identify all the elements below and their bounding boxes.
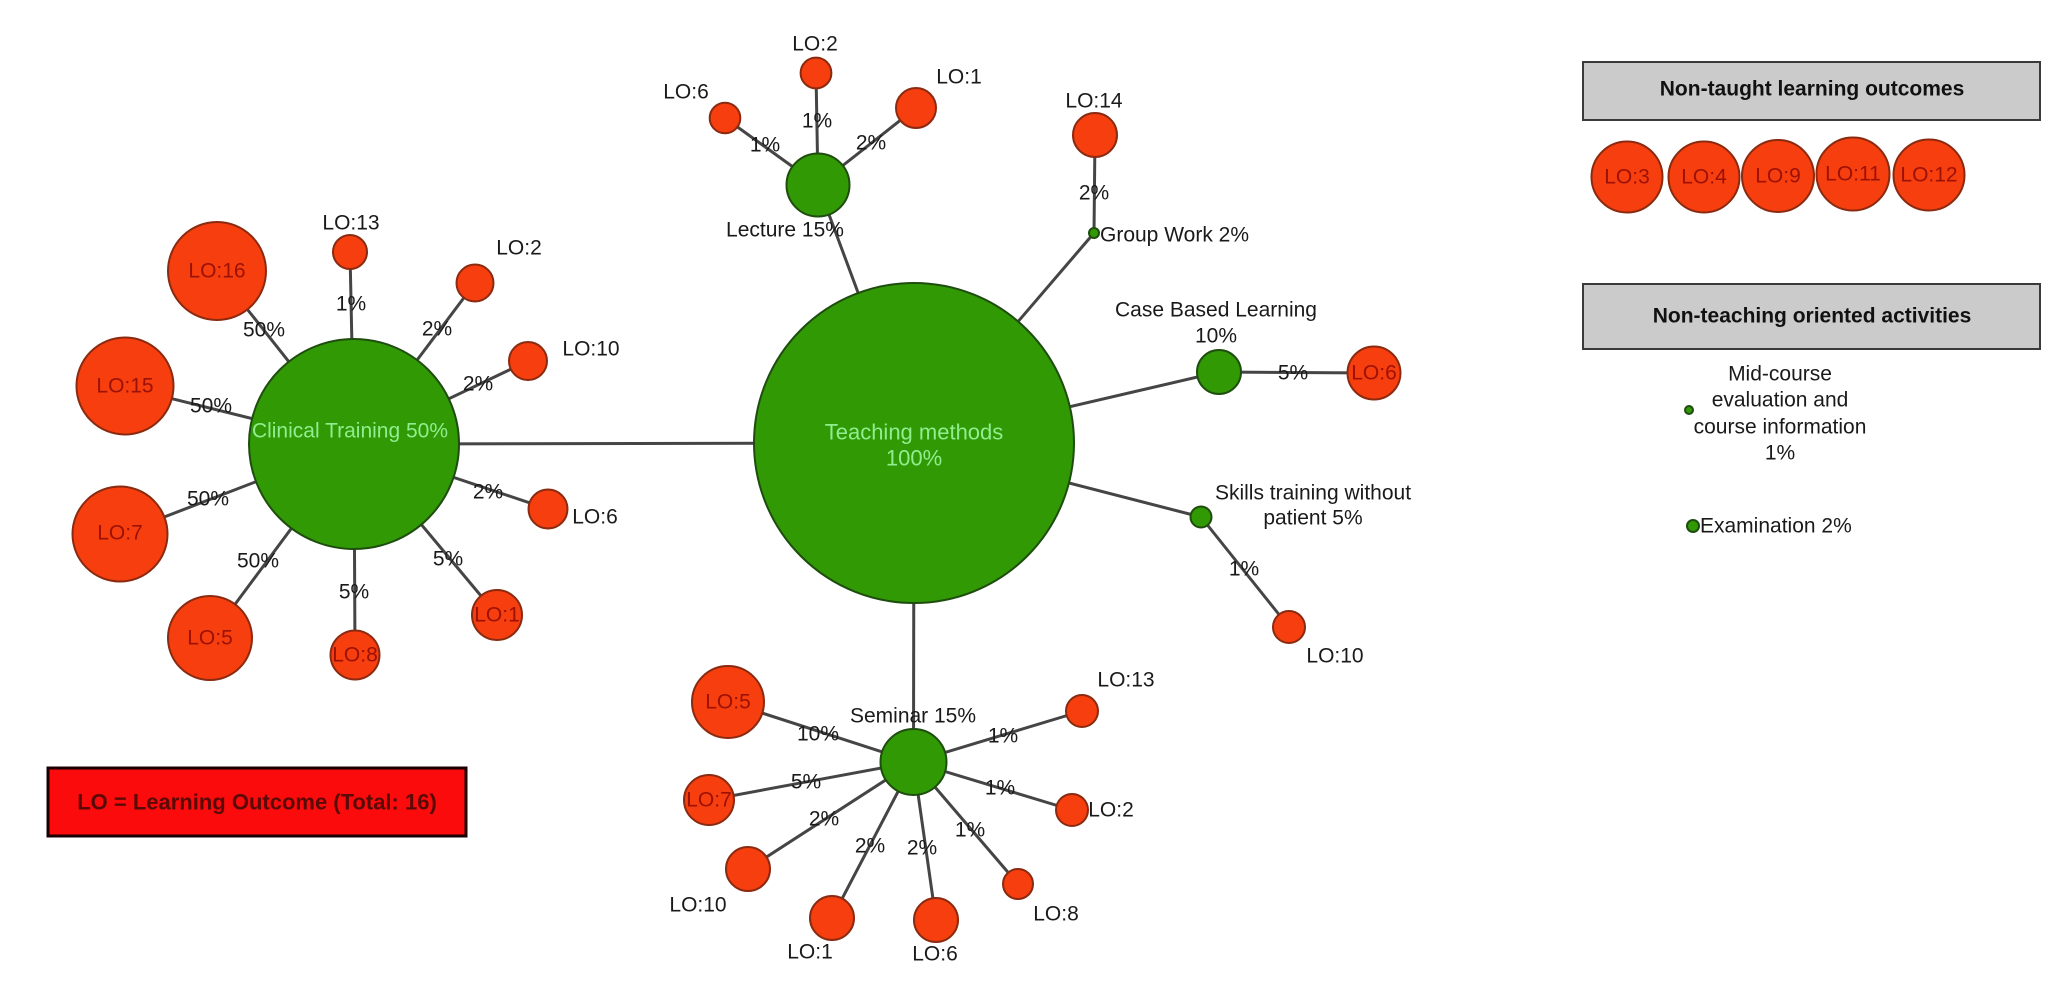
svg-text:2%: 2% <box>907 837 937 860</box>
svg-text:Group Work 2%: Group Work 2% <box>1100 224 1249 247</box>
svg-text:LO:7: LO:7 <box>686 789 732 812</box>
svg-text:LO:2: LO:2 <box>792 33 838 56</box>
svg-text:LO:10: LO:10 <box>669 894 726 917</box>
svg-text:1%: 1% <box>1229 558 1259 581</box>
svg-text:LO:6: LO:6 <box>1351 362 1397 385</box>
svg-text:50%: 50% <box>243 319 285 342</box>
svg-text:2%: 2% <box>1079 182 1109 205</box>
svg-text:LO:2: LO:2 <box>496 237 542 260</box>
svg-text:2%: 2% <box>463 373 493 396</box>
svg-text:50%: 50% <box>187 488 229 511</box>
svg-text:LO:13: LO:13 <box>1097 669 1154 692</box>
svg-text:2%: 2% <box>473 481 503 504</box>
svg-text:5%: 5% <box>791 771 821 794</box>
svg-text:5%: 5% <box>339 581 369 604</box>
svg-text:LO:5: LO:5 <box>187 627 233 650</box>
svg-text:Non-teaching oriented activiti: Non-teaching oriented activities <box>1653 305 1972 328</box>
svg-text:1%: 1% <box>955 819 985 842</box>
svg-text:LO:2: LO:2 <box>1088 799 1134 822</box>
svg-text:LO = Learning Outcome (Total:: LO = Learning Outcome (Total: 16) <box>77 790 437 815</box>
svg-text:LO:13: LO:13 <box>322 212 379 235</box>
svg-text:Mid-course: Mid-course <box>1728 363 1832 386</box>
svg-text:Clinical Training 50%: Clinical Training 50% <box>252 420 448 443</box>
svg-text:2%: 2% <box>855 835 885 858</box>
svg-text:1%: 1% <box>750 134 780 157</box>
svg-text:LO:4: LO:4 <box>1681 166 1727 189</box>
svg-text:10%: 10% <box>1195 325 1237 348</box>
svg-text:LO:15: LO:15 <box>96 375 153 398</box>
svg-text:Non-taught learning outcomes: Non-taught learning outcomes <box>1660 78 1965 101</box>
svg-text:LO:10: LO:10 <box>1306 645 1363 668</box>
svg-text:Seminar 15%: Seminar 15% <box>850 705 976 728</box>
svg-text:LO:9: LO:9 <box>1755 165 1801 188</box>
svg-text:LO:1: LO:1 <box>936 66 982 89</box>
svg-text:Lecture 15%: Lecture 15% <box>726 219 844 242</box>
svg-text:evaluation and: evaluation and <box>1712 389 1849 412</box>
svg-text:10%: 10% <box>797 723 839 746</box>
svg-text:LO:3: LO:3 <box>1604 166 1650 189</box>
svg-text:course information: course information <box>1694 416 1867 439</box>
svg-text:LO:12: LO:12 <box>1900 164 1957 187</box>
svg-text:1%: 1% <box>988 725 1018 748</box>
svg-text:LO:16: LO:16 <box>188 260 245 283</box>
svg-text:LO:8: LO:8 <box>1033 903 1079 926</box>
svg-text:patient 5%: patient 5% <box>1263 507 1362 530</box>
svg-text:50%: 50% <box>190 395 232 418</box>
svg-text:LO:1: LO:1 <box>787 941 833 964</box>
svg-text:LO:6: LO:6 <box>912 943 958 966</box>
svg-text:Skills training without: Skills training without <box>1215 482 1411 505</box>
svg-text:1%: 1% <box>1765 442 1795 465</box>
svg-text:LO:11: LO:11 <box>1825 163 1881 186</box>
svg-text:LO:6: LO:6 <box>572 506 618 529</box>
svg-text:Case Based Learning: Case Based Learning <box>1115 299 1317 322</box>
svg-text:100%: 100% <box>886 446 942 471</box>
svg-text:LO:8: LO:8 <box>332 644 378 667</box>
svg-text:5%: 5% <box>1278 362 1308 385</box>
svg-text:1%: 1% <box>985 777 1015 800</box>
svg-text:1%: 1% <box>336 293 366 316</box>
svg-text:LO:7: LO:7 <box>97 522 143 545</box>
svg-text:2%: 2% <box>856 132 886 155</box>
svg-text:1%: 1% <box>802 110 832 133</box>
svg-text:LO:10: LO:10 <box>562 338 619 361</box>
svg-text:LO:1: LO:1 <box>474 604 520 627</box>
svg-text:LO:6: LO:6 <box>663 81 709 104</box>
svg-text:Teaching methods: Teaching methods <box>825 420 1004 445</box>
svg-text:Examination 2%: Examination 2% <box>1700 515 1852 538</box>
svg-text:2%: 2% <box>422 318 452 341</box>
svg-text:LO:14: LO:14 <box>1065 90 1123 113</box>
svg-text:50%: 50% <box>237 550 279 573</box>
svg-text:LO:5: LO:5 <box>705 691 751 714</box>
svg-text:2%: 2% <box>809 808 839 831</box>
svg-text:5%: 5% <box>433 548 463 571</box>
